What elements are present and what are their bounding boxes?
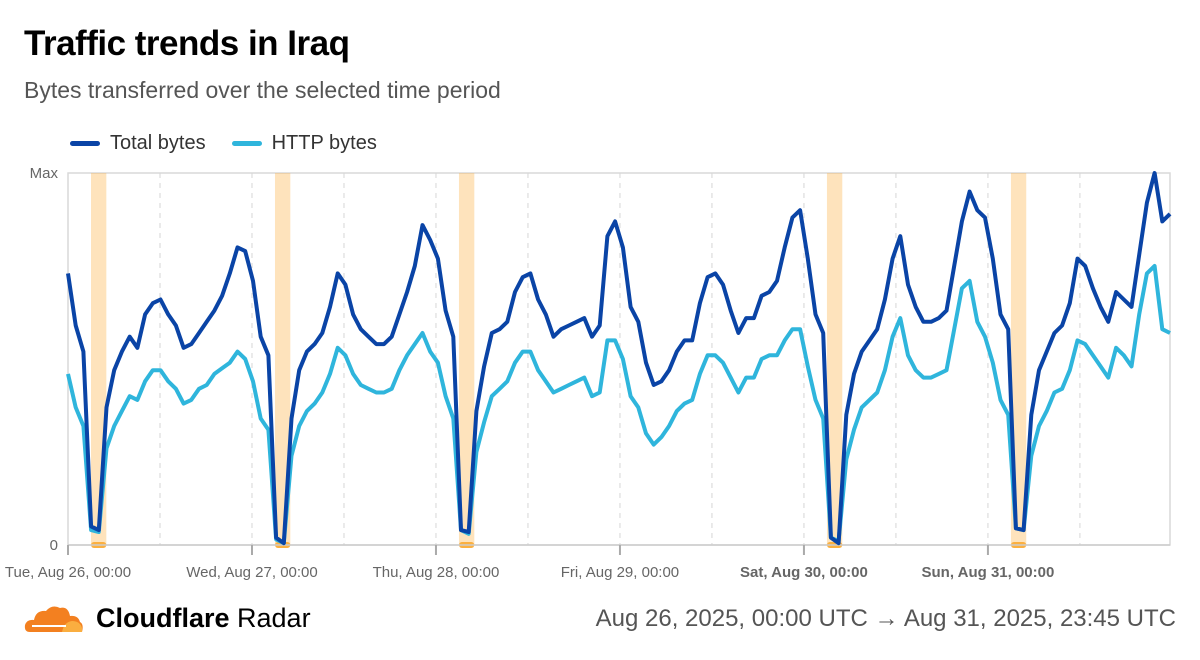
annotation-band — [826, 173, 843, 545]
traffic-chart: Tue, Aug 26, 00:00 Wed, Aug 27, 00:00 Thu,… — [5, 165, 1172, 581]
series-total-bytes-line — [66, 171, 1172, 546]
legend-item-total-bytes[interactable]: Total bytes — [70, 132, 206, 155]
brand-product: Radar — [237, 602, 311, 633]
x-tick-label: Tue, Aug 26, 00:00 — [5, 564, 131, 581]
series-http-bytes-line — [66, 264, 1171, 546]
legend-swatch-total — [70, 141, 100, 146]
annotation-band — [274, 173, 291, 545]
chart-legend: Total bytes HTTP bytes — [70, 132, 377, 155]
y-tick-label: Max — [30, 165, 59, 182]
x-tick-label: Wed, Aug 27, 00:00 — [186, 564, 318, 581]
x-tick-label: Fri, Aug 29, 00:00 — [561, 564, 679, 581]
date-range: Aug 26, 2025, 00:00 UTC → Aug 31, 2025, … — [595, 605, 1176, 632]
y-tick-label: 0 — [50, 537, 58, 554]
legend-swatch-http — [231, 141, 262, 146]
page-subtitle: Bytes transferred over the selected time… — [24, 77, 501, 103]
annotation-band — [458, 173, 475, 545]
cloudflare-cloud-icon — [24, 606, 83, 632]
legend-item-http-bytes[interactable]: HTTP bytes — [231, 132, 377, 155]
page-title: Traffic trends in Iraq — [24, 24, 350, 63]
x-tick-label: Sun, Aug 31, 00:00 — [922, 564, 1055, 581]
x-tick-label: Thu, Aug 28, 00:00 — [373, 564, 500, 581]
cloudflare-radar-logo: Cloudflare Radar — [22, 602, 311, 634]
brand-name: Cloudflare — [96, 602, 230, 633]
x-tick-label: Sat, Aug 30, 00:00 — [740, 564, 868, 581]
legend-label: Total bytes — [110, 132, 206, 154]
legend-label: HTTP bytes — [271, 132, 377, 154]
